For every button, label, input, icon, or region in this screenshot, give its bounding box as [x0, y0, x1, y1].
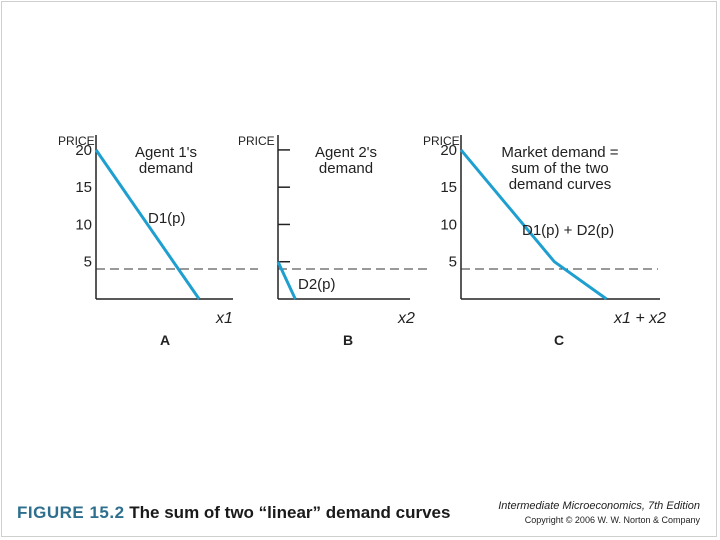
panel-a-price-label: PRICE	[58, 134, 95, 148]
panel-b-price-label: PRICE	[238, 134, 275, 148]
panel-b-letter: B	[343, 332, 353, 348]
figure-number: FIGURE 15.2	[17, 503, 125, 522]
panel-c-title-line-3: demand curves	[509, 176, 612, 193]
panel-c-title-line-2: sum of the two	[511, 160, 609, 177]
panel-a-x-label: x1	[215, 310, 233, 327]
panel-c-demand-curve	[459, 148, 608, 301]
panel-c-title-line-1: Market demand =	[501, 144, 618, 161]
panel-c-tick-label-5: 5	[449, 254, 457, 271]
panel-a-curve-label: D1(p)	[148, 210, 186, 227]
panel-b-title-line-2: demand	[319, 160, 373, 177]
panel-c-tick-label-20: 20	[440, 142, 457, 159]
panel-a-tick-label-15: 15	[75, 179, 92, 196]
panel-b-x-label: x2	[397, 310, 415, 327]
book-credit: Intermediate Microeconomics, 7th Edition	[498, 500, 700, 512]
panel-a-tick-label-20: 20	[75, 142, 92, 159]
panel-a-tick-label-10: 10	[75, 216, 92, 233]
panel-a-letter: A	[160, 332, 170, 348]
panel-c: PRICE Market demand = sum of the two dem…	[423, 134, 666, 348]
panel-c-letter: C	[554, 332, 564, 348]
panel-b: PRICE Agent 2's demand D2(p) x2 B	[238, 134, 432, 348]
panel-b-title-line-1: Agent 2's	[315, 144, 377, 161]
figure-title: The sum of two “linear” demand curves	[129, 503, 451, 522]
panel-c-curve-label: D1(p) + D2(p)	[522, 222, 614, 239]
panel-a-demand-curve	[94, 149, 201, 300]
panel-b-demand-curve	[276, 261, 297, 300]
panel-a-title-line-2: demand	[139, 160, 193, 177]
panel-b-curve-label: D2(p)	[298, 276, 336, 293]
panel-a-tick-label-5: 5	[84, 254, 92, 271]
panel-c-x-label: x1 + x2	[613, 310, 666, 327]
panel-c-tick-label-15: 15	[440, 179, 457, 196]
figure-caption: FIGURE 15.2 The sum of two “linear” dema…	[17, 503, 450, 523]
copyright-credit: Copyright © 2006 W. W. Norton & Company	[524, 515, 700, 525]
panel-c-price-label: PRICE	[423, 134, 460, 148]
panel-a-title-line-1: Agent 1's	[135, 144, 197, 161]
panel-c-tick-label-10: 10	[440, 216, 457, 233]
